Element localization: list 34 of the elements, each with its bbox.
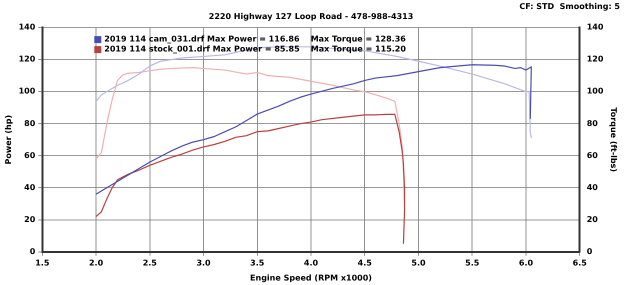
- y2-tick-label: 80: [586, 118, 598, 128]
- x-tick-label: 6.5: [572, 258, 588, 268]
- y2-tick-label: 40: [586, 182, 598, 192]
- x-tick-label: 5.0: [411, 258, 426, 268]
- y-tick-label: 0: [30, 246, 36, 256]
- y2-tick-label: 100: [586, 86, 604, 96]
- x-tick-label: 2.5: [142, 258, 158, 268]
- x-tick-label: 1.5: [35, 258, 50, 268]
- text: CF: STD Smoothing: 5: [519, 2, 620, 12]
- x-axis-title: Engine Speed (RPM x1000): [250, 273, 372, 282]
- legend-label: 2019 114 cam_031.drf Max Power = 116.86 Max Torque = 128.36: [104, 34, 406, 44]
- x-tick-label: 4.5: [358, 258, 372, 268]
- x-tick-label: 3.5: [250, 258, 265, 268]
- legend-label: 2019 114 stock_001.drf Max Power = 85.85 Max Torque = 115.20: [104, 44, 406, 54]
- x-tick-label: 4.0: [304, 258, 319, 268]
- x-tick-label: 3.0: [196, 258, 212, 268]
- y-tick-label: 20: [24, 214, 36, 224]
- y-tick-label: 40: [24, 182, 36, 192]
- x-tick-label: 5.5: [465, 258, 480, 268]
- y-axis-title: Power (hp): [4, 114, 13, 165]
- y-tick-label: 100: [18, 86, 36, 96]
- y2-tick-label: 20: [586, 214, 598, 224]
- y-tick-label: 80: [24, 118, 36, 128]
- y2-tick-label: 0: [586, 246, 593, 256]
- chart-title: 2220 Highway 127 Loop Road - 478-988-4313: [208, 12, 414, 21]
- x-tick-label: 2.0: [88, 258, 104, 268]
- y2-axis-title: Torque (ft-lbs): [609, 107, 618, 172]
- y2-tick-label: 120: [586, 54, 604, 64]
- y2-tick-label: 140: [586, 22, 604, 32]
- y-tick-label: 60: [24, 150, 36, 160]
- x-tick-label: 6.0: [518, 258, 534, 268]
- y-tick-label: 140: [18, 22, 36, 32]
- y2-tick-label: 60: [586, 150, 598, 160]
- y-tick-label: 120: [18, 54, 36, 64]
